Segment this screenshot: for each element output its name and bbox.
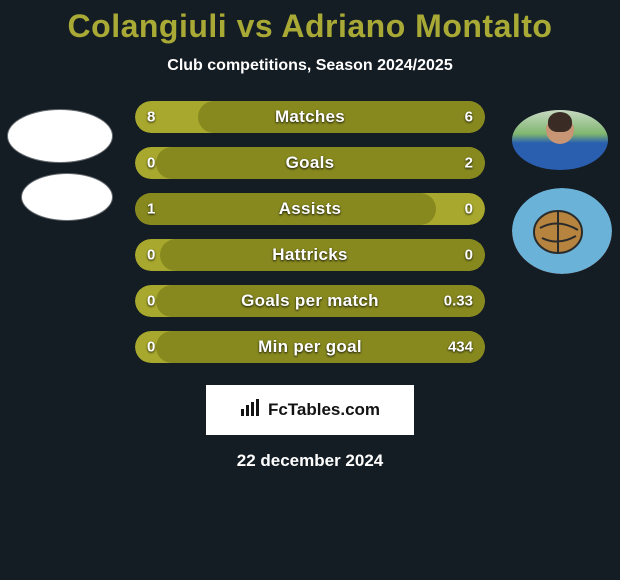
stat-label: Goals per match [241, 291, 379, 311]
stat-left-value: 0 [147, 293, 155, 310]
stat-left-value: 1 [147, 201, 155, 218]
stat-right-value: 6 [465, 109, 473, 126]
stat-left-value: 0 [147, 339, 155, 356]
stat-bar: 0 2 Goals [135, 147, 485, 179]
stat-label: Hattricks [272, 245, 347, 265]
stat-bar: 8 6 Matches [135, 101, 485, 133]
stat-label: Min per goal [258, 337, 362, 357]
stat-left-value: 0 [147, 155, 155, 172]
stat-right-value: 0.33 [444, 293, 473, 310]
bar-label-wrap: Matches [135, 101, 485, 133]
stat-right-value: 2 [465, 155, 473, 172]
bar-label-wrap: Hattricks [135, 239, 485, 271]
stat-label: Matches [275, 107, 345, 127]
stat-right-value: 434 [448, 339, 473, 356]
left-club-avatar [22, 174, 112, 220]
stat-bar: 1 0 Assists [135, 193, 485, 225]
stat-label: Goals [286, 153, 335, 173]
brand-text: FcTables.com [268, 400, 380, 420]
stat-right-value: 0 [465, 201, 473, 218]
right-avatars [512, 110, 612, 274]
bar-label-wrap: Goals per match [135, 285, 485, 317]
comparison-date: 22 december 2024 [0, 451, 620, 471]
stat-left-value: 8 [147, 109, 155, 126]
left-avatars [8, 110, 112, 220]
bar-chart-icon [240, 399, 262, 422]
stat-bar: 0 0.33 Goals per match [135, 285, 485, 317]
stat-bar: 0 0 Hattricks [135, 239, 485, 271]
right-club-logo [512, 188, 612, 274]
page-subtitle: Club competitions, Season 2024/2025 [0, 57, 620, 75]
bar-label-wrap: Goals [135, 147, 485, 179]
stat-bars: 8 6 Matches 0 2 Goals 1 0 Assists 0 0 Hattricks 0 0.3… [135, 101, 485, 363]
brand-badge: FcTables.com [206, 385, 414, 435]
stat-right-value: 0 [465, 247, 473, 264]
stat-left-value: 0 [147, 247, 155, 264]
page-title: Colangiuli vs Adriano Montalto [0, 8, 620, 45]
comparison-container: Colangiuli vs Adriano Montalto Club comp… [0, 0, 620, 580]
stat-label: Assists [279, 199, 342, 219]
left-player-avatar [8, 110, 112, 162]
bar-label-wrap: Assists [135, 193, 485, 225]
right-player-avatar [512, 110, 608, 170]
bar-label-wrap: Min per goal [135, 331, 485, 363]
stat-bar: 0 434 Min per goal [135, 331, 485, 363]
